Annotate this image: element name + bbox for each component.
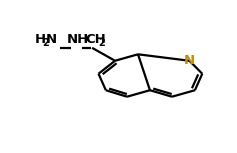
Text: 2: 2: [99, 37, 105, 48]
Text: N: N: [46, 33, 57, 46]
Text: N: N: [184, 54, 195, 67]
Text: 2: 2: [42, 37, 49, 48]
Text: CH: CH: [86, 33, 106, 46]
Text: H: H: [35, 33, 46, 46]
Text: NH: NH: [66, 33, 89, 46]
